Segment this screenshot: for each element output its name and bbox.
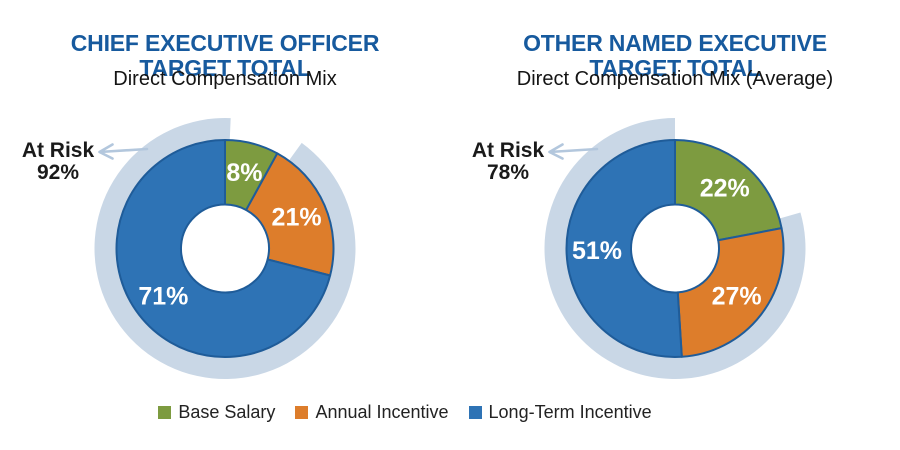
slice-base-salary xyxy=(674,139,783,242)
ceo-at-risk-label: At Risk xyxy=(21,139,95,162)
ceo-chart-title-line2: TARGET TOTAL xyxy=(139,55,311,82)
long-term-incentive-swatch-icon xyxy=(468,406,482,419)
slice-percent-label: 27% xyxy=(712,282,762,310)
ceo-at-risk-annotation: At Risk 92% xyxy=(10,140,106,184)
legend-label-base-salary: Base Salary xyxy=(178,402,276,422)
slice-long-term-incentive xyxy=(565,139,683,358)
other-executives-at-risk-annotation: At Risk 78% xyxy=(460,140,556,184)
legend-item-annual-incentive: Annual Incentive xyxy=(295,402,449,423)
legend-item-base-salary: Base Salary xyxy=(158,402,275,423)
ceo-chart-panel: CHIEF EXECUTIVE OFFICER TARGET TOTAL Dir… xyxy=(0,31,450,379)
legend-label-annual-incentive: Annual Incentive xyxy=(315,402,449,422)
other-executives-chart-title-line2: TARGET TOTAL xyxy=(589,55,761,82)
slice-percent-label: 51% xyxy=(572,237,622,265)
slice-percent-label: 21% xyxy=(272,204,322,232)
ceo-donut-chart: 8% 21% 71% xyxy=(94,117,356,379)
other-executives-chart-panel: OTHER NAMED EXECUTIVE TARGET TOTAL Direc… xyxy=(450,0,900,450)
slice-percent-label: 22% xyxy=(700,174,750,202)
at-risk-arrow-icon xyxy=(548,143,599,160)
slice-annual-incentive xyxy=(676,227,785,358)
ceo-at-risk-percent: 92% xyxy=(36,161,80,184)
other-executives-at-risk-label: At Risk xyxy=(471,139,545,162)
slice-percent-label: 8% xyxy=(226,159,262,187)
base-salary-swatch-icon xyxy=(158,406,172,419)
other-executives-chart-title-line1: OTHER NAMED EXECUTIVE xyxy=(523,30,827,57)
slice-percent-label: 71% xyxy=(138,282,188,310)
ceo-chart-title: CHIEF EXECUTIVE OFFICER TARGET TOTAL xyxy=(0,31,450,81)
legend-item-long-term-incentive: Long-Term Incentive xyxy=(468,402,652,423)
other-executives-chart-subtitle: Direct Compensation Mix (Average) xyxy=(516,68,834,90)
other-executives-at-risk-percent: 78% xyxy=(486,161,530,184)
ceo-chart-subtitle: Direct Compensation Mix xyxy=(113,68,337,90)
legend-label-long-term-incentive: Long-Term Incentive xyxy=(488,402,652,422)
annual-incentive-swatch-icon xyxy=(295,406,309,419)
other-executives-chart-title: OTHER NAMED EXECUTIVE TARGET TOTAL xyxy=(450,31,900,81)
legend: Base Salary Annual Incentive Long-Term I… xyxy=(0,402,855,423)
slice-annual-incentive xyxy=(245,152,335,277)
ceo-chart-title-line1: CHIEF EXECUTIVE OFFICER xyxy=(70,30,380,57)
at-risk-arrow-icon xyxy=(98,143,149,160)
other-executives-donut-chart: 22% 27% 51% xyxy=(544,118,806,379)
slice-long-term-incentive xyxy=(115,139,332,358)
